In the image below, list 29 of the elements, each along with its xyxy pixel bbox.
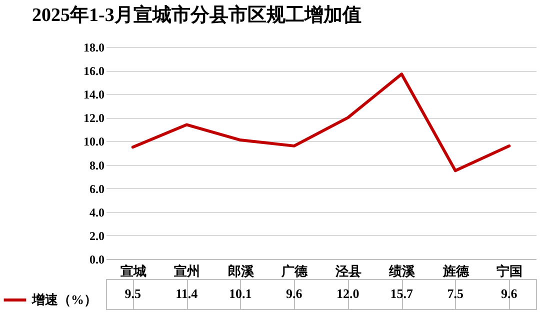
y-tick-label: 10.0 bbox=[84, 134, 104, 149]
data-label: 11.4 bbox=[176, 286, 198, 301]
data-label: 9.5 bbox=[124, 286, 142, 301]
data-label: 12.0 bbox=[336, 286, 360, 301]
data-label: 7.5 bbox=[447, 286, 464, 301]
y-tick-label: 6.0 bbox=[90, 182, 104, 196]
data-label: 9.6 bbox=[501, 286, 518, 301]
y-tick-label: 16.0 bbox=[84, 64, 104, 78]
y-tick-label: 4.0 bbox=[90, 205, 104, 220]
legend-label: 增速（%） bbox=[31, 292, 97, 307]
x-tick-label: 郎溪 bbox=[228, 264, 255, 278]
x-tick-label: 旌德 bbox=[442, 264, 470, 278]
x-tick-label: 泾县 bbox=[334, 264, 362, 278]
line-series bbox=[131, 72, 511, 172]
y-tick-label: 14.0 bbox=[84, 88, 104, 102]
x-tick-label: 广德 bbox=[280, 264, 309, 278]
x-tick-label: 绩溪 bbox=[388, 264, 416, 278]
x-tick-label: 宣城 bbox=[120, 264, 146, 278]
y-tick-label: 0.0 bbox=[90, 252, 104, 266]
data-label: 10.1 bbox=[229, 286, 252, 301]
chart-title: 2025年1-3月宣城市分县市区规工增加值 bbox=[32, 4, 362, 26]
x-tick-label: 宁国 bbox=[496, 264, 523, 278]
y-tick-label: 2.0 bbox=[90, 228, 104, 243]
y-tick-label: 12.0 bbox=[84, 111, 104, 126]
y-tick-label: 8.0 bbox=[90, 158, 104, 172]
data-label: 15.7 bbox=[390, 286, 414, 301]
data-label: 9.6 bbox=[286, 286, 303, 301]
x-tick-label: 宣州 bbox=[174, 264, 200, 278]
y-tick-label: 18.0 bbox=[84, 40, 104, 54]
